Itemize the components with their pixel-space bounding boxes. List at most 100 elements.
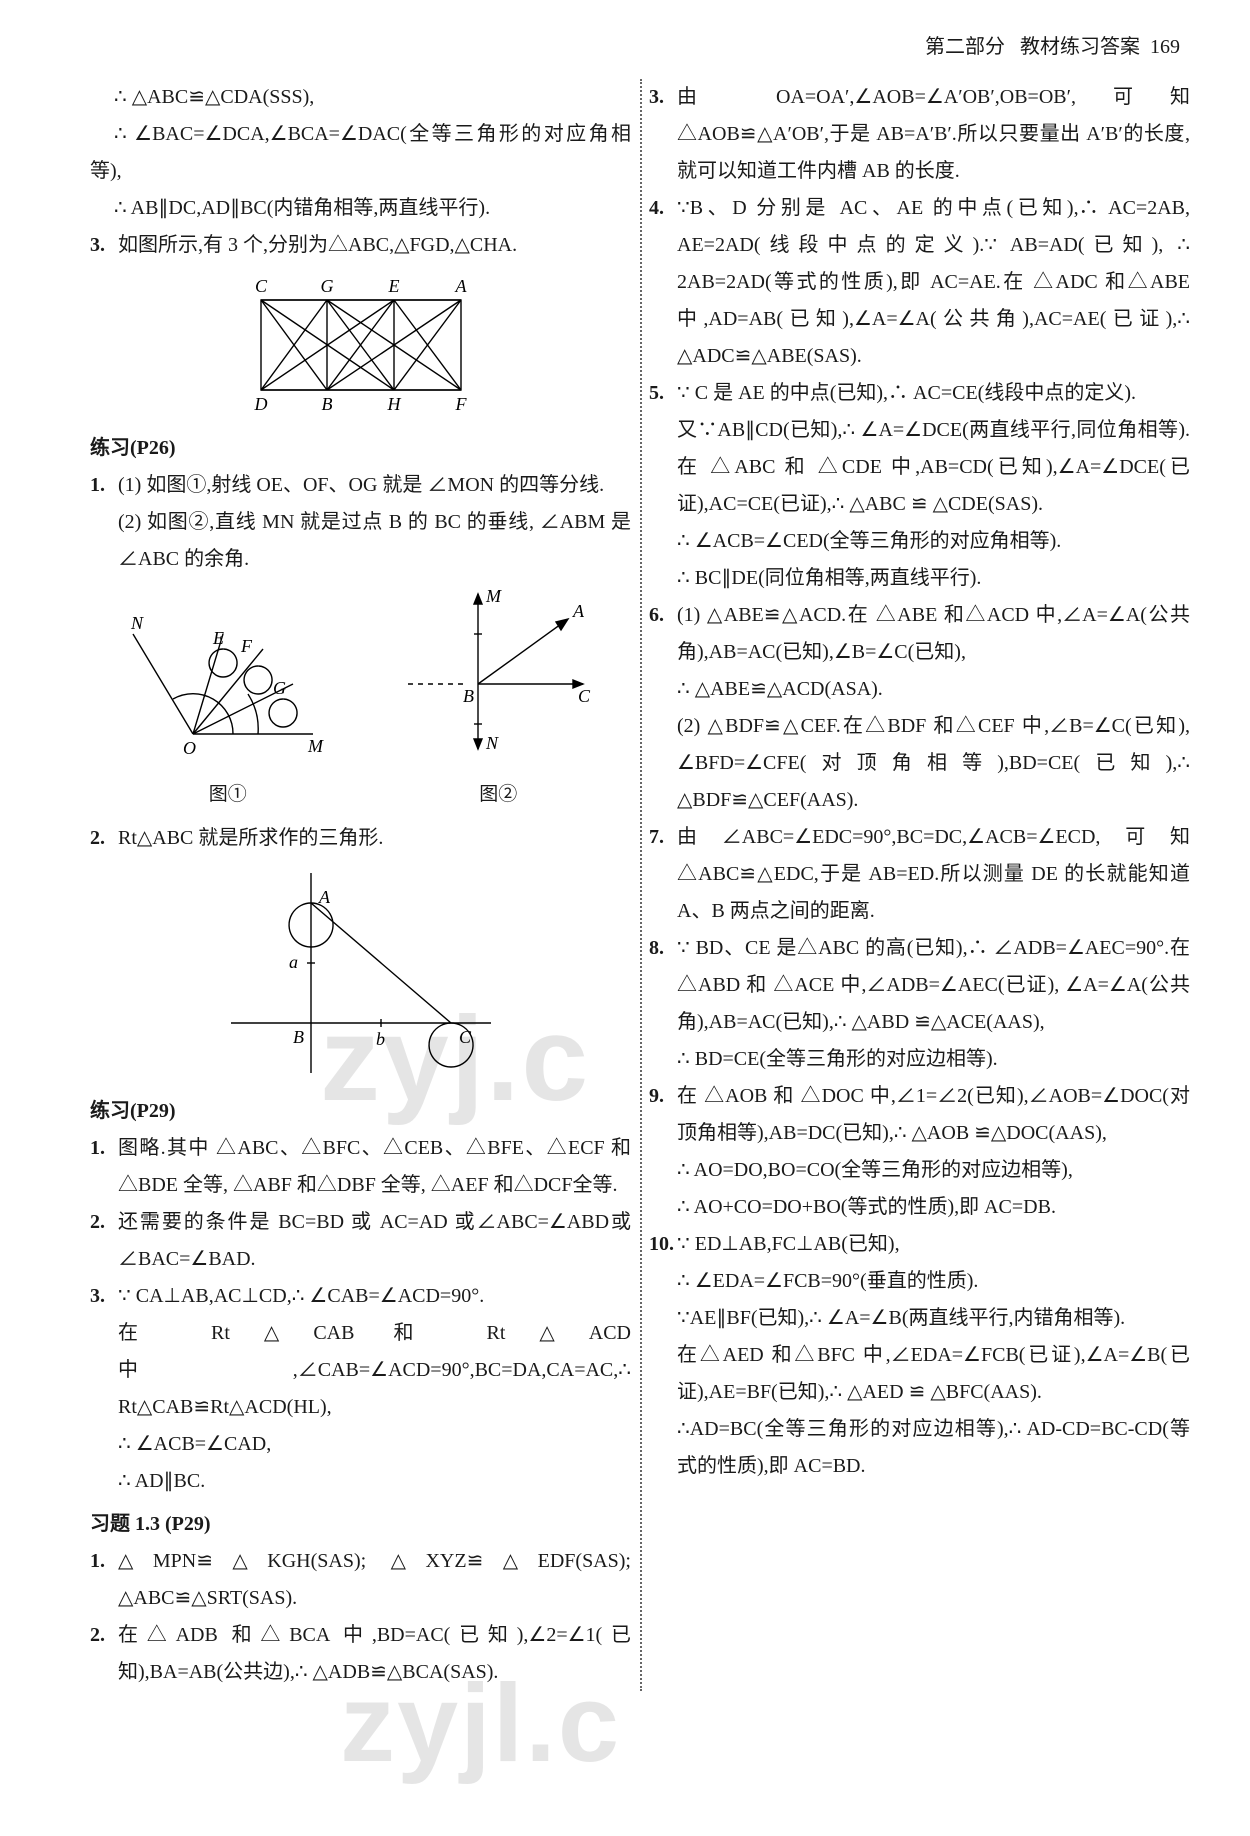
q-number: 2. [90, 1617, 118, 1691]
q3: 3. 如图所示,有 3 个,分别为△ABC,△FGD,△CHA. [90, 227, 631, 264]
proof-line: 又∵AB∥CD(已知),∴ ∠A=∠DCE(两直线平行,同位角相等).在 △AB… [649, 412, 1190, 523]
pt-label: B [321, 394, 332, 414]
q-number: 2. [90, 1204, 118, 1278]
svg-text:O: O [183, 738, 196, 758]
proof-line: ∴ ∠ACB=∠CAD, [90, 1426, 631, 1463]
r-q10: 10. ∵ ED⊥AB,FC⊥AB(已知), [649, 1226, 1190, 1263]
q-number: 7. [649, 819, 677, 930]
proof-line: 在 Rt△CAB 和 Rt△ACD 中,∠CAB=∠ACD=90°,BC=DA,… [90, 1315, 631, 1426]
part-label: 第二部分 [925, 36, 1005, 58]
q-body: 在△ADB 和△BCA 中,BD=AC(已知),∠2=∠1(已知),BA=AB(… [118, 1617, 631, 1691]
xt-q1: 1. △MPN≌△KGH(SAS); △XYZ≌△EDF(SAS); △ABC≌… [90, 1543, 631, 1617]
r-q7: 7. 由∠ABC=∠EDC=90°,BC=DC,∠ACB=∠ECD,可知△ABC… [649, 819, 1190, 930]
q-number: 6. [649, 597, 677, 671]
pt-label: H [386, 394, 401, 414]
svg-text:M: M [307, 736, 324, 756]
q-body: 图略.其中 △ABC、△BFC、△CEB、△BFE、△ECF 和△BDE 全等,… [118, 1130, 631, 1204]
pt-label: C [254, 276, 267, 296]
section-p26: 练习(P26) [90, 430, 631, 467]
pt-label: F [454, 394, 467, 414]
svg-text:M: M [485, 586, 502, 606]
section-p29: 练习(P29) [90, 1093, 631, 1130]
right-column: 3. 由 OA=OA′,∠AOB=∠A′OB′,OB=OB′,可知△AOB≌△A… [649, 79, 1190, 1691]
p29-q1: 1. 图略.其中 △ABC、△BFC、△CEB、△BFE、△ECF 和△BDE … [90, 1130, 631, 1204]
svg-text:A: A [318, 887, 331, 907]
xt-q2: 2. 在△ADB 和△BCA 中,BD=AC(已知),∠2=∠1(已知),BA=… [90, 1617, 631, 1691]
svg-text:C: C [578, 686, 591, 706]
proof-line: 在△AED 和△BFC 中,∠EDA=∠FCB(已证),∠A=∠B(已证),AE… [649, 1337, 1190, 1411]
column-divider [640, 79, 642, 1691]
proof-line: ∴ △ABC≌△CDA(SSS), [90, 79, 631, 116]
q-number: 1. [90, 467, 118, 504]
q-sub: (2) 如图②,直线 MN 就是过点 B 的 BC 的垂线, ∠ABM 是∠AB… [90, 504, 631, 578]
r-q5: 5. ∵ C 是 AE 的中点(已知),∴ AC=CE(线段中点的定义). [649, 375, 1190, 412]
figure-grid-triangles: C G E A D B H F [90, 270, 631, 420]
q-number: 3. [649, 79, 677, 190]
pt-label: E [387, 276, 399, 296]
q-body: ∵B、D 分别是 AC、AE 的中点(已知),∴ AC=2AB, AE=2AD(… [677, 190, 1190, 375]
r-q9: 9. 在 △AOB 和 △DOC 中,∠1=∠2(已知),∠AOB=∠DOC(对… [649, 1078, 1190, 1152]
svg-text:a: a [289, 952, 298, 972]
svg-text:C: C [459, 1027, 472, 1047]
q-body: 还需要的条件是 BC=BD 或 AC=AD 或∠ABC=∠ABD或∠BAC=∠B… [118, 1204, 631, 1278]
svg-text:G: G [273, 678, 286, 698]
q-body: (1) 如图①,射线 OE、OF、OG 就是 ∠MON 的四等分线. [118, 467, 631, 504]
r-q4: 4. ∵B、D 分别是 AC、AE 的中点(已知),∴ AC=2AB, AE=2… [649, 190, 1190, 375]
p29-q3: 3. ∵ CA⊥AB,AC⊥CD,∴ ∠CAB=∠ACD=90°. [90, 1278, 631, 1315]
proof-line: ∵AE∥BF(已知),∴ ∠A=∠B(两直线平行,内错角相等). [649, 1300, 1190, 1337]
q-body: △MPN≌△KGH(SAS); △XYZ≌△EDF(SAS); △ABC≌△SR… [118, 1543, 631, 1617]
figure-angle-bisectors: N E F G O M [123, 594, 333, 764]
proof-line: ∴ ∠EDA=∠FCB=90°(垂直的性质). [649, 1263, 1190, 1300]
pt-label: A [454, 276, 467, 296]
proof-line: ∴AD=BC(全等三角形的对应边相等),∴ AD-CD=BC-CD(等式的性质)… [649, 1411, 1190, 1485]
figure-perpendicular: M A B C N [398, 584, 598, 764]
pt-label: D [253, 394, 267, 414]
section-xt: 习题 1.3 (P29) [90, 1506, 631, 1543]
q-number: 3. [90, 227, 118, 264]
proof-line: ∴ AB∥DC,AD∥BC(内错角相等,两直线平行). [90, 190, 631, 227]
svg-text:N: N [485, 733, 499, 753]
svg-text:B: B [463, 686, 474, 706]
proof-line: ∴ ∠ACB=∠CED(全等三角形的对应角相等). [649, 523, 1190, 560]
pt-label: G [320, 276, 333, 296]
p26-q1: 1. (1) 如图①,射线 OE、OF、OG 就是 ∠MON 的四等分线. [90, 467, 631, 504]
r-q8: 8. ∵ BD、CE 是△ABC 的高(已知),∴ ∠ADB=∠AEC=90°.… [649, 930, 1190, 1041]
q-body: 如图所示,有 3 个,分别为△ABC,△FGD,△CHA. [118, 227, 631, 264]
q-number: 4. [649, 190, 677, 375]
q-number: 8. [649, 930, 677, 1041]
q-body: ∵ ED⊥AB,FC⊥AB(已知), [677, 1226, 1190, 1263]
q-body: Rt△ABC 就是所求作的三角形. [118, 820, 631, 857]
svg-text:A: A [572, 601, 585, 621]
q-number: 1. [90, 1543, 118, 1617]
figure-pair: N E F G O M 图① [90, 584, 631, 812]
proof-line: ∴ BC∥DE(同位角相等,两直线平行). [649, 560, 1190, 597]
proof-line: (2) △BDF≌△CEF.在△BDF 和△CEF 中,∠B=∠C(已知), ∠… [649, 708, 1190, 819]
figure-right-triangle: A a B b C [90, 863, 631, 1083]
q-number: 10. [649, 1226, 677, 1263]
svg-text:b: b [376, 1029, 385, 1049]
proof-line: ∴ AD∥BC. [90, 1463, 631, 1500]
proof-line: ∴ △ABE≌△ACD(ASA). [649, 671, 1190, 708]
r-q3: 3. 由 OA=OA′,∠AOB=∠A′OB′,OB=OB′,可知△AOB≌△A… [649, 79, 1190, 190]
q-body: ∵ BD、CE 是△ABC 的高(已知),∴ ∠ADB=∠AEC=90°.在 △… [677, 930, 1190, 1041]
q-number: 9. [649, 1078, 677, 1152]
q-body: 由 OA=OA′,∠AOB=∠A′OB′,OB=OB′,可知△AOB≌△A′OB… [677, 79, 1190, 190]
svg-text:B: B [293, 1027, 304, 1047]
page-number: 169 [1150, 36, 1180, 58]
q-body: ∵ C 是 AE 的中点(已知),∴ AC=CE(线段中点的定义). [677, 375, 1190, 412]
left-column: ∴ △ABC≌△CDA(SSS), ∴ ∠BAC=∠DCA,∠BCA=∠DAC(… [90, 79, 631, 1691]
q-body: 在 △AOB 和 △DOC 中,∠1=∠2(已知),∠AOB=∠DOC(对顶角相… [677, 1078, 1190, 1152]
q-number: 3. [90, 1278, 118, 1315]
page-header: 第二部分 教材练习答案 169 [90, 30, 1190, 59]
p26-q2: 2. Rt△ABC 就是所求作的三角形. [90, 820, 631, 857]
section-label: 教材练习答案 [1020, 36, 1140, 58]
svg-text:F: F [240, 636, 253, 656]
caption-1: 图① [123, 777, 333, 812]
proof-line: ∴ ∠BAC=∠DCA,∠BCA=∠DAC(全等三角形的对应角相等), [90, 116, 631, 190]
svg-text:N: N [130, 613, 144, 633]
svg-text:E: E [212, 628, 224, 648]
p29-q2: 2. 还需要的条件是 BC=BD 或 AC=AD 或∠ABC=∠ABD或∠BAC… [90, 1204, 631, 1278]
q-number: 2. [90, 820, 118, 857]
q-number: 5. [649, 375, 677, 412]
q-body: ∵ CA⊥AB,AC⊥CD,∴ ∠CAB=∠ACD=90°. [118, 1278, 631, 1315]
